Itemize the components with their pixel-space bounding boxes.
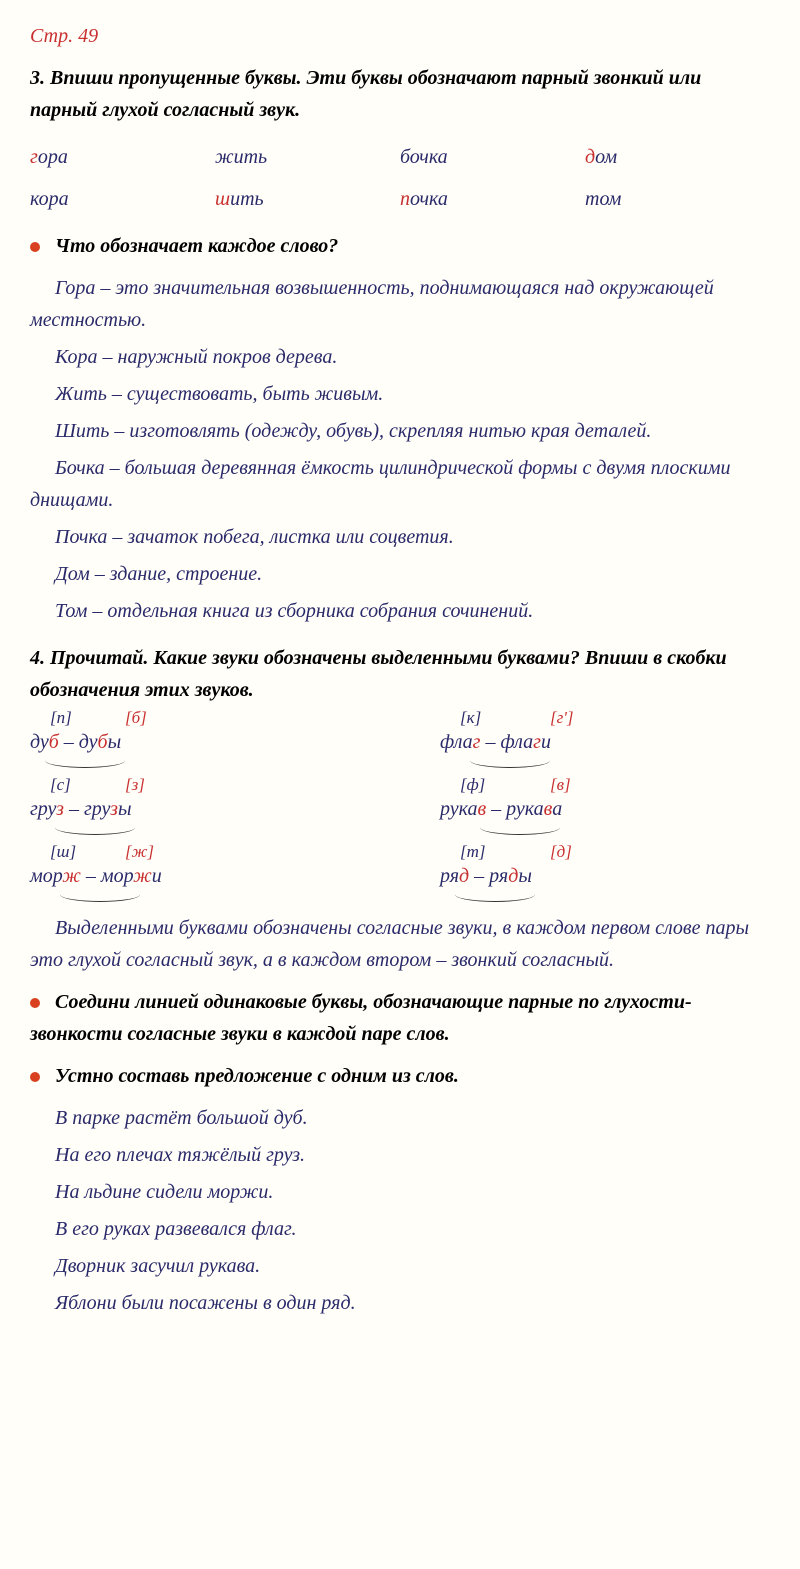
sound-label: [ж] <box>125 838 154 865</box>
definitions-block: Гора – это значительная возвышенность, п… <box>30 272 770 627</box>
sentence-line: Дворник засучил рукава. <box>30 1250 770 1282</box>
sentence-line: На льдине сидели моржи. <box>30 1176 770 1208</box>
bullet-icon <box>30 242 40 252</box>
sound-label: [к] <box>460 704 481 731</box>
task3-text: Впиши пропущенные буквы. Эти буквы обозн… <box>30 67 701 121</box>
pairs-left-column: [п][б]дуб – дубы[с][з]груз – грузы[ш][ж]… <box>30 726 360 892</box>
bullet2-text: Соедини линией одинаковые буквы, обознач… <box>30 991 692 1045</box>
sound-pair: [к][г']флаг – флаги <box>440 726 770 758</box>
task4-heading: 4. Прочитай. Какие звуки обозначены выде… <box>30 642 770 706</box>
sound-label: [т] <box>460 838 486 865</box>
sound-label: [с] <box>50 771 71 798</box>
word-item: шить <box>215 183 400 215</box>
sound-label: [в] <box>550 771 571 798</box>
word-item: жить <box>215 141 400 173</box>
word-column: жить шить <box>215 141 400 215</box>
arc-connector <box>470 753 550 768</box>
sound-label: [ш] <box>50 838 76 865</box>
sound-pair: [п][б]дуб – дубы <box>30 726 360 758</box>
word-item: гора <box>30 141 215 173</box>
sentences-block: В парке растёт большой дуб. На его плечах… <box>30 1102 770 1319</box>
pair-words: морж – моржи <box>30 865 162 887</box>
pair-words: дуб – дубы <box>30 731 121 753</box>
definition-line: Шить – изготовлять (одежду, обувь), скре… <box>30 415 770 447</box>
task4-number: 4. <box>30 647 45 669</box>
word-item: почка <box>400 183 585 215</box>
word-item: кора <box>30 183 215 215</box>
sound-label: [п] <box>50 704 72 731</box>
arc-connector <box>480 820 560 835</box>
arc-connector <box>60 887 140 902</box>
sound-pair: [т][д]ряд – ряды <box>440 860 770 892</box>
sound-label: [б] <box>125 704 147 731</box>
pair-words: груз – грузы <box>30 798 131 820</box>
word-item: бочка <box>400 141 585 173</box>
word-item: дом <box>585 141 770 173</box>
definition-line: Кора – наружный покров дерева. <box>30 341 770 373</box>
task4-text: Прочитай. Какие звуки обозначены выделен… <box>30 647 727 701</box>
word-table: гора коражить шитьбочка почкадом том <box>30 141 770 215</box>
word-column: бочка почка <box>400 141 585 215</box>
pairs-container: [п][б]дуб – дубы[с][з]груз – грузы[ш][ж]… <box>30 726 770 892</box>
pair-words: флаг – флаги <box>440 731 551 753</box>
sound-label: [з] <box>125 771 145 798</box>
task4-bullet3: Устно составь предложение с одним из сло… <box>30 1060 770 1092</box>
pair-words: рукав – рукава <box>440 798 562 820</box>
sound-pair: [ф][в]рукав – рукава <box>440 793 770 825</box>
explanation-text: Выделенными буквами обозначены согласные… <box>30 912 770 976</box>
sentence-line: На его плечах тяжёлый груз. <box>30 1139 770 1171</box>
task3-number: 3. <box>30 67 45 89</box>
definition-line: Бочка – большая деревянная ёмкость цилин… <box>30 452 770 516</box>
sentence-line: В парке растёт большой дуб. <box>30 1102 770 1134</box>
task3-question: Что обозначает каждое слово? <box>30 230 770 262</box>
arc-connector <box>55 820 135 835</box>
bullet3-text: Устно составь предложение с одним из сло… <box>55 1065 459 1087</box>
arc-connector <box>45 753 125 768</box>
question-text: Что обозначает каждое слово? <box>55 235 338 257</box>
word-column: дом том <box>585 141 770 215</box>
definition-line: Дом – здание, строение. <box>30 558 770 590</box>
sound-pair: [с][з]груз – грузы <box>30 793 360 825</box>
sound-label: [д] <box>550 838 572 865</box>
task3-heading: 3. Впиши пропущенные буквы. Эти буквы об… <box>30 62 770 126</box>
sound-pair: [ш][ж]морж – моржи <box>30 860 360 892</box>
bullet-icon <box>30 1072 40 1082</box>
sound-label: [ф] <box>460 771 485 798</box>
task4-bullet2: Соедини линией одинаковые буквы, обознач… <box>30 986 770 1050</box>
word-column: гора кора <box>30 141 215 215</box>
sound-label: [г'] <box>550 704 574 731</box>
definition-line: Почка – зачаток побега, листка или соцве… <box>30 521 770 553</box>
word-item: том <box>585 183 770 215</box>
bullet-icon <box>30 998 40 1008</box>
sentence-line: Яблони были посажены в один ряд. <box>30 1287 770 1319</box>
arc-connector <box>455 887 535 902</box>
pairs-right-column: [к][г']флаг – флаги[ф][в]рукав – рукава[… <box>440 726 770 892</box>
definition-line: Том – отдельная книга из сборника собран… <box>30 595 770 627</box>
definition-line: Гора – это значительная возвышенность, п… <box>30 272 770 336</box>
definition-line: Жить – существовать, быть живым. <box>30 378 770 410</box>
pair-words: ряд – ряды <box>440 865 532 887</box>
sentence-line: В его руках развевался флаг. <box>30 1213 770 1245</box>
page-number: Стр. 49 <box>30 20 770 52</box>
